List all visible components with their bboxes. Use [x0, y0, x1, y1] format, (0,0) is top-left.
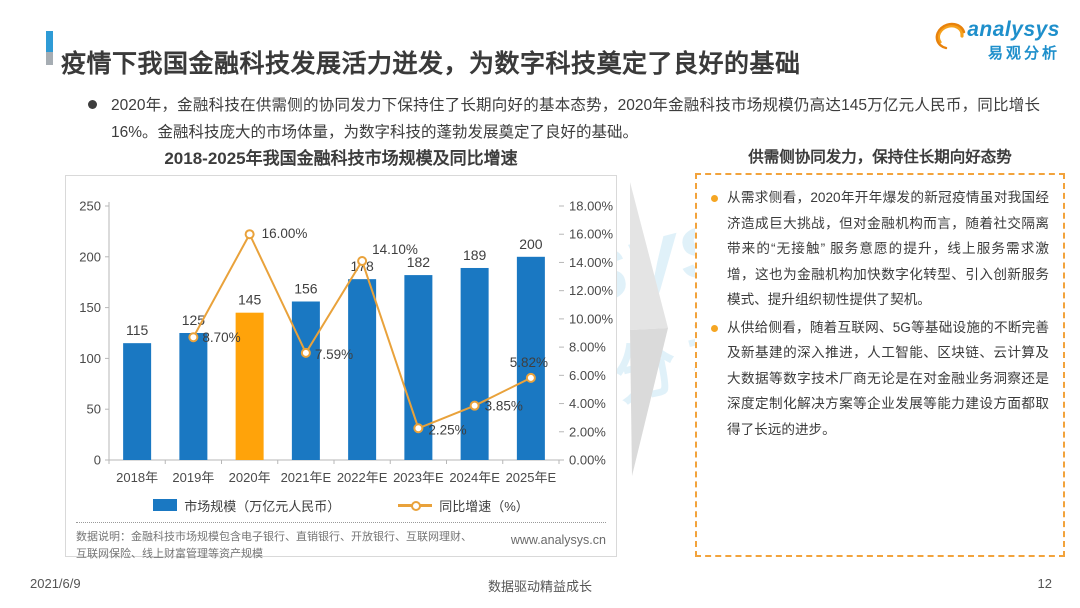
- chart-note-row: 数据说明：金融科技市场规模包含电子银行、直销银行、开放银行、互联网理财、互联网保…: [76, 522, 606, 562]
- svg-text:50: 50: [87, 402, 101, 417]
- svg-text:115: 115: [126, 322, 149, 338]
- svg-text:4.00%: 4.00%: [569, 396, 606, 411]
- svg-text:16.00%: 16.00%: [569, 227, 614, 242]
- data-source-note: 数据说明：金融科技市场规模包含电子银行、直销银行、开放银行、互联网理财、互联网保…: [76, 531, 472, 560]
- svg-text:2020年: 2020年: [229, 470, 271, 485]
- svg-text:145: 145: [238, 292, 262, 308]
- combo-chart: 0 50 100 150 200 250 0.00% 2.00% 4.00% 6.00% 8.00%…: [79, 199, 614, 486]
- svg-text:6.00%: 6.00%: [569, 368, 606, 383]
- logo-brand-text: analysys: [967, 18, 1060, 41]
- svg-text:0: 0: [94, 453, 101, 468]
- bullet-icon: [711, 195, 718, 202]
- flow-arrow-icon: [630, 182, 668, 476]
- title-accent-bar: [46, 31, 53, 65]
- svg-text:2.25%: 2.25%: [428, 422, 466, 437]
- svg-text:0.00%: 0.00%: [569, 453, 606, 468]
- bullet-icon: [88, 100, 97, 109]
- page-title: 疫情下我国金融科技发展活力迸发，为数字科技奠定了良好的基础: [61, 49, 801, 78]
- svg-text:18.00%: 18.00%: [569, 199, 614, 214]
- svg-text:7.59%: 7.59%: [315, 347, 353, 362]
- svg-text:2025年E: 2025年E: [506, 470, 557, 485]
- legend-item-line: 同比增速（%）: [398, 496, 529, 515]
- insight-bullet-text: 从供给侧看，随着互联网、5G等基础设施的不断完善及新基建的深入推进，人工智能、区…: [727, 319, 1049, 437]
- bullet-icon: [711, 324, 718, 332]
- legend-item-bar: 市场规模（万亿元人民币）: [153, 496, 340, 515]
- legend-bar-label: 市场规模（万亿元人民币）: [184, 498, 341, 514]
- insight-bullet-supply: 从供给侧看，随着互联网、5G等基础设施的不断完善及新基建的深入推进，人工智能、区…: [709, 315, 1049, 443]
- svg-text:200: 200: [79, 249, 101, 264]
- svg-text:10.00%: 10.00%: [569, 311, 614, 326]
- svg-text:8.00%: 8.00%: [569, 340, 606, 355]
- svg-text:3.85%: 3.85%: [485, 399, 523, 414]
- svg-text:14.00%: 14.00%: [569, 255, 614, 270]
- chart-card: 0 50 100 150 200 250 0.00% 2.00% 4.00% 6.00% 8.00%…: [65, 175, 617, 560]
- insight-bullet-text: 从需求侧看，2020年开年爆发的新冠疫情虽对我国经济造成巨大挑战，但对金融机构而…: [727, 190, 1049, 307]
- footer-page-number: 12: [1037, 576, 1052, 591]
- svg-text:156: 156: [294, 281, 318, 297]
- svg-text:8.70%: 8.70%: [202, 330, 240, 345]
- line-series-swatch-icon: [398, 500, 433, 511]
- svg-text:100: 100: [79, 351, 101, 366]
- svg-text:200: 200: [519, 236, 543, 252]
- insight-title: 供需侧协同发力，保持住长期向好态势: [748, 149, 1012, 166]
- svg-text:250: 250: [79, 199, 101, 214]
- svg-text:5.82%: 5.82%: [510, 355, 548, 370]
- svg-text:125: 125: [182, 312, 206, 328]
- svg-text:2019年: 2019年: [172, 470, 214, 485]
- footer-slogan: 数据驱动精益成长: [487, 579, 592, 594]
- svg-text:2.00%: 2.00%: [569, 424, 606, 439]
- svg-text:16.00%: 16.00%: [262, 226, 308, 241]
- svg-text:2023年E: 2023年E: [393, 470, 444, 485]
- bar-series-swatch-icon: [153, 499, 178, 511]
- svg-text:14.10%: 14.10%: [372, 242, 418, 257]
- intro-paragraph: 2020年，金融科技在供需侧的协同发力下保持住了长期向好的基本态势，2020年金…: [88, 92, 1040, 146]
- insight-bullet-demand: 从需求侧看，2020年开年爆发的新冠疫情虽对我国经济造成巨大挑战，但对金融机构而…: [709, 185, 1049, 313]
- analysys-logo: analysys 易观分析: [932, 12, 1062, 64]
- footer-date: 2021/6/9: [30, 576, 81, 591]
- svg-text:182: 182: [407, 254, 431, 270]
- logo-brand-cn-text: 易观分析: [987, 45, 1060, 62]
- svg-text:2022年E: 2022年E: [337, 470, 388, 485]
- svg-text:150: 150: [79, 300, 101, 315]
- chart-legend: 市场规模（万亿元人民币） 同比增速（%）: [66, 494, 616, 516]
- website-url: www.analysys.cn: [510, 533, 606, 547]
- svg-text:189: 189: [463, 247, 487, 263]
- svg-text:2018年: 2018年: [116, 470, 158, 485]
- analysys-logo-icon: [935, 22, 966, 50]
- intro-text: 2020年，金融科技在供需侧的协同发力下保持住了长期向好的基本态势，2020年金…: [111, 97, 1040, 142]
- svg-text:2021年E: 2021年E: [281, 470, 332, 485]
- svg-text:2024年E: 2024年E: [449, 470, 500, 485]
- insight-panel: 从需求侧看，2020年开年爆发的新冠疫情虽对我国经济造成巨大挑战，但对金融机构而…: [695, 173, 1065, 557]
- svg-text:12.00%: 12.00%: [569, 283, 614, 298]
- legend-line-label: 同比增速（%）: [439, 498, 529, 514]
- chart-title: 2018-2025年我国金融科技市场规模及同比增速: [164, 149, 518, 168]
